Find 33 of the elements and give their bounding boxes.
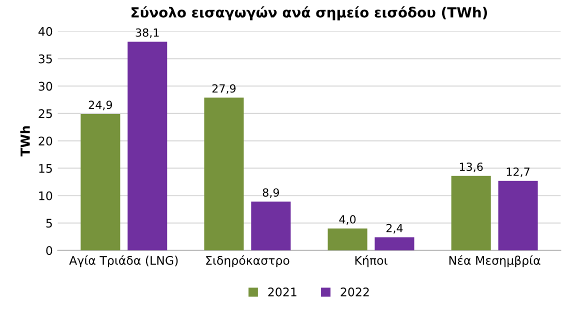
y-tick-label: 0 [46, 246, 52, 256]
chart-title: Σύνολο εισαγωγών ανά σημείο εισόδου (TWh) [132, 6, 487, 20]
y-tick-label: 15 [39, 164, 52, 173]
bar [128, 42, 168, 250]
bar [451, 176, 491, 250]
bar [328, 228, 368, 250]
x-tick-label: Αγία Τριάδα (LNG) [69, 255, 178, 268]
legend-label: 2022 [340, 288, 369, 296]
y-axis-title: TWh [20, 126, 30, 156]
y-tick-label: 10 [39, 191, 52, 200]
x-tick-label: Κήποι [355, 255, 388, 268]
x-tick-label: Νέα Μεσημβρία [449, 255, 540, 268]
bar [374, 237, 414, 250]
data-label: 12,7 [506, 168, 530, 178]
x-tick-label: Σιδηρόκαστρο [206, 255, 290, 268]
y-tick-label: 30 [38, 82, 52, 91]
data-label: 13,6 [460, 162, 483, 172]
bar [251, 202, 291, 250]
data-label: 27,9 [212, 84, 236, 94]
y-tick-label: 5 [46, 218, 52, 228]
data-label: 24,9 [88, 100, 112, 110]
data-label: 8,9 [262, 188, 279, 198]
data-label: 2,4 [386, 224, 403, 234]
y-tick-label: 25 [38, 109, 52, 118]
y-tick-label: 20 [38, 136, 52, 146]
bar [498, 180, 538, 250]
legend-label: 2021 [268, 288, 296, 296]
bar [204, 98, 244, 250]
y-tick-label: 40 [38, 27, 52, 36]
data-label: 4,0 [339, 215, 356, 225]
data-label: 38,1 [136, 28, 159, 38]
bar [80, 114, 120, 250]
y-tick-label: 35 [38, 54, 52, 64]
